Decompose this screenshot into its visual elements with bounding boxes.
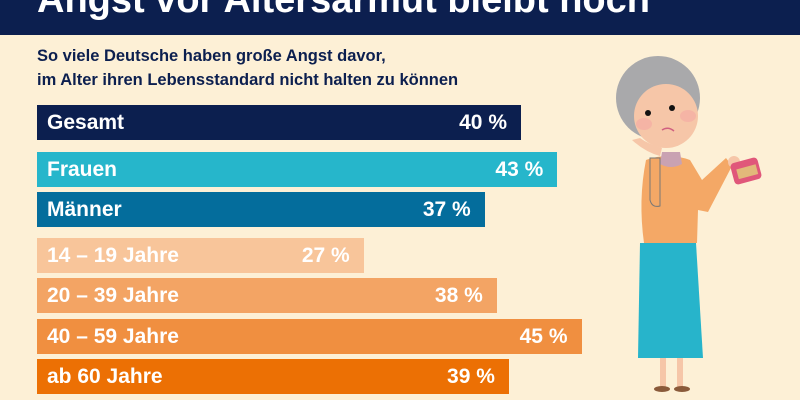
bar-value-label: 40 % xyxy=(459,111,507,134)
bar-label: Frauen xyxy=(47,158,118,181)
sweater xyxy=(641,156,732,243)
bar-value-label: 39 % xyxy=(447,365,495,388)
face xyxy=(634,84,698,148)
bar-value-label: 27 % xyxy=(301,244,350,267)
subtitle-line-1: So viele Deutsche haben große Angst davo… xyxy=(37,47,386,65)
elderly-woman-illustration xyxy=(616,56,762,392)
bar-value-label: 45 % xyxy=(519,325,568,348)
bar-4: 20 – 39 Jahre 38 % xyxy=(37,278,497,313)
title-banner: Angst vor Altersarmut bleibt hoch xyxy=(0,0,800,35)
purse-icon xyxy=(730,157,762,185)
bar-label: 20 – 39 Jahre xyxy=(47,284,179,307)
subtitle-line-2: im Alter ihren Lebensstandard nicht halt… xyxy=(37,71,459,89)
bar-value-label: 37 % xyxy=(422,198,471,221)
bar-value-label: 38 % xyxy=(434,284,483,307)
bar-5: 40 – 59 Jahre 45 % xyxy=(37,319,582,354)
bar-6: ab 60 Jahre 39 % xyxy=(37,359,509,394)
bar-label: 14 – 19 Jahre xyxy=(47,244,179,267)
bar-0: Gesamt 40 % xyxy=(37,105,521,140)
bar-2: Männer 37 % xyxy=(37,192,485,227)
bar-1: Frauen 43 % xyxy=(37,152,558,187)
bar-label: ab 60 Jahre xyxy=(47,365,163,388)
bar-3: 14 – 19 Jahre 27 % xyxy=(37,238,364,273)
chart-title: Angst vor Altersarmut bleibt hoch xyxy=(37,0,650,21)
bar-label: Männer xyxy=(47,198,122,221)
bar-label: 40 – 59 Jahre xyxy=(47,325,179,348)
skirt xyxy=(638,243,703,358)
bar-label: Gesamt xyxy=(47,111,125,134)
bar-value-label: 43 % xyxy=(495,158,544,181)
chart-subtitle: So viele Deutsche haben große Angst davo… xyxy=(37,44,458,92)
